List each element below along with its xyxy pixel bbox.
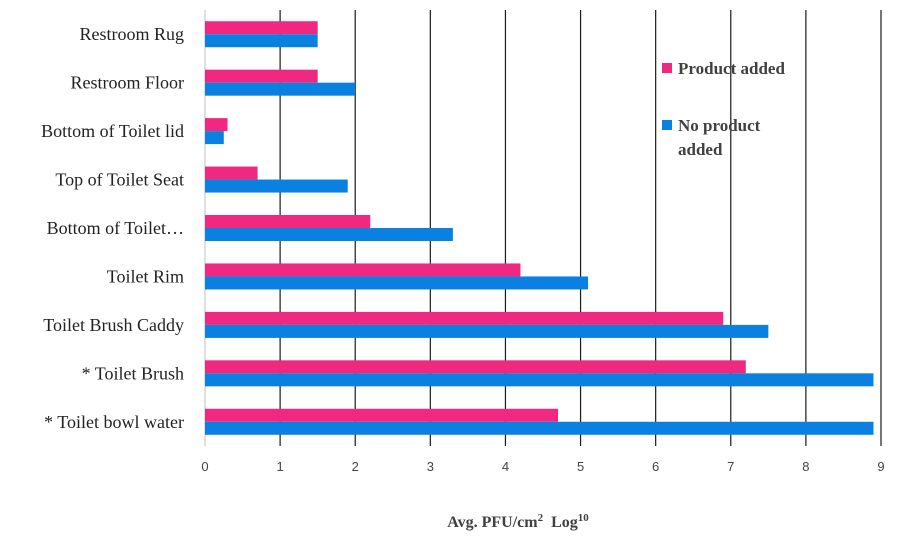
bar-product-added xyxy=(205,21,318,35)
bar-no-product-added xyxy=(205,324,769,338)
x-axis-label-mid: Log xyxy=(543,514,578,531)
legend-label: added xyxy=(678,140,723,159)
legend-label: No product xyxy=(678,116,761,135)
x-axis-label-sup1: 2 xyxy=(538,512,544,524)
x-tick-label: 1 xyxy=(276,459,283,474)
category-label: Top of Toilet Seat xyxy=(55,170,184,190)
bar-product-added xyxy=(205,360,746,374)
bar-product-added xyxy=(205,408,559,422)
x-tick-label: 2 xyxy=(352,459,359,474)
legend-swatch xyxy=(662,120,672,130)
x-tick-label: 6 xyxy=(652,459,659,474)
bar-no-product-added xyxy=(205,82,356,96)
bar-product-added xyxy=(205,311,724,325)
x-tick-label: 3 xyxy=(427,459,434,474)
bar-no-product-added xyxy=(205,228,453,241)
legend-swatch xyxy=(662,63,672,73)
x-tick-label: 8 xyxy=(802,459,809,474)
x-tick-labels: 0 1 2 3 4 5 6 7 8 9 xyxy=(201,459,884,474)
bar-no-product-added xyxy=(205,179,348,193)
bar-product-added xyxy=(205,69,318,83)
category-label: Bottom of Toilet… xyxy=(47,218,184,238)
category-labels: Restroom Rug Restroom Floor Bottom of Toil… xyxy=(41,24,184,432)
category-label: * Toilet bowl water xyxy=(44,412,184,432)
category-label: Toilet Brush Caddy xyxy=(43,315,184,335)
legend: Product added No product added xyxy=(662,59,785,159)
bar-product-added xyxy=(205,263,521,277)
x-axis-label-main: Avg. PFU/cm xyxy=(447,514,538,531)
x-tick-label: 0 xyxy=(201,459,208,474)
x-tick-label: 9 xyxy=(877,459,884,474)
bar-product-added xyxy=(205,215,371,228)
bar-no-product-added xyxy=(205,276,589,290)
category-label: Toilet Rim xyxy=(107,266,184,286)
bar-product-added xyxy=(205,118,228,132)
category-label: Restroom Floor xyxy=(70,73,184,93)
legend-label: Product added xyxy=(678,59,785,78)
x-axis-label: Avg. PFU/cm2 Log10 xyxy=(447,512,589,531)
bar-no-product-added xyxy=(205,421,874,435)
bar-no-product-added xyxy=(205,373,874,387)
x-axis-label-sup2: 10 xyxy=(578,512,590,524)
bar-no-product-added xyxy=(205,34,318,48)
category-label: * Toilet Brush xyxy=(82,363,184,383)
bars xyxy=(205,21,874,435)
category-label: Bottom of Toilet lid xyxy=(41,121,184,141)
bar-product-added xyxy=(205,166,258,180)
x-tick-label: 5 xyxy=(577,459,584,474)
category-label: Restroom Rug xyxy=(79,24,184,44)
bar-no-product-added xyxy=(205,131,224,145)
x-tick-label: 7 xyxy=(727,459,734,474)
x-tick-label: 4 xyxy=(502,459,509,474)
